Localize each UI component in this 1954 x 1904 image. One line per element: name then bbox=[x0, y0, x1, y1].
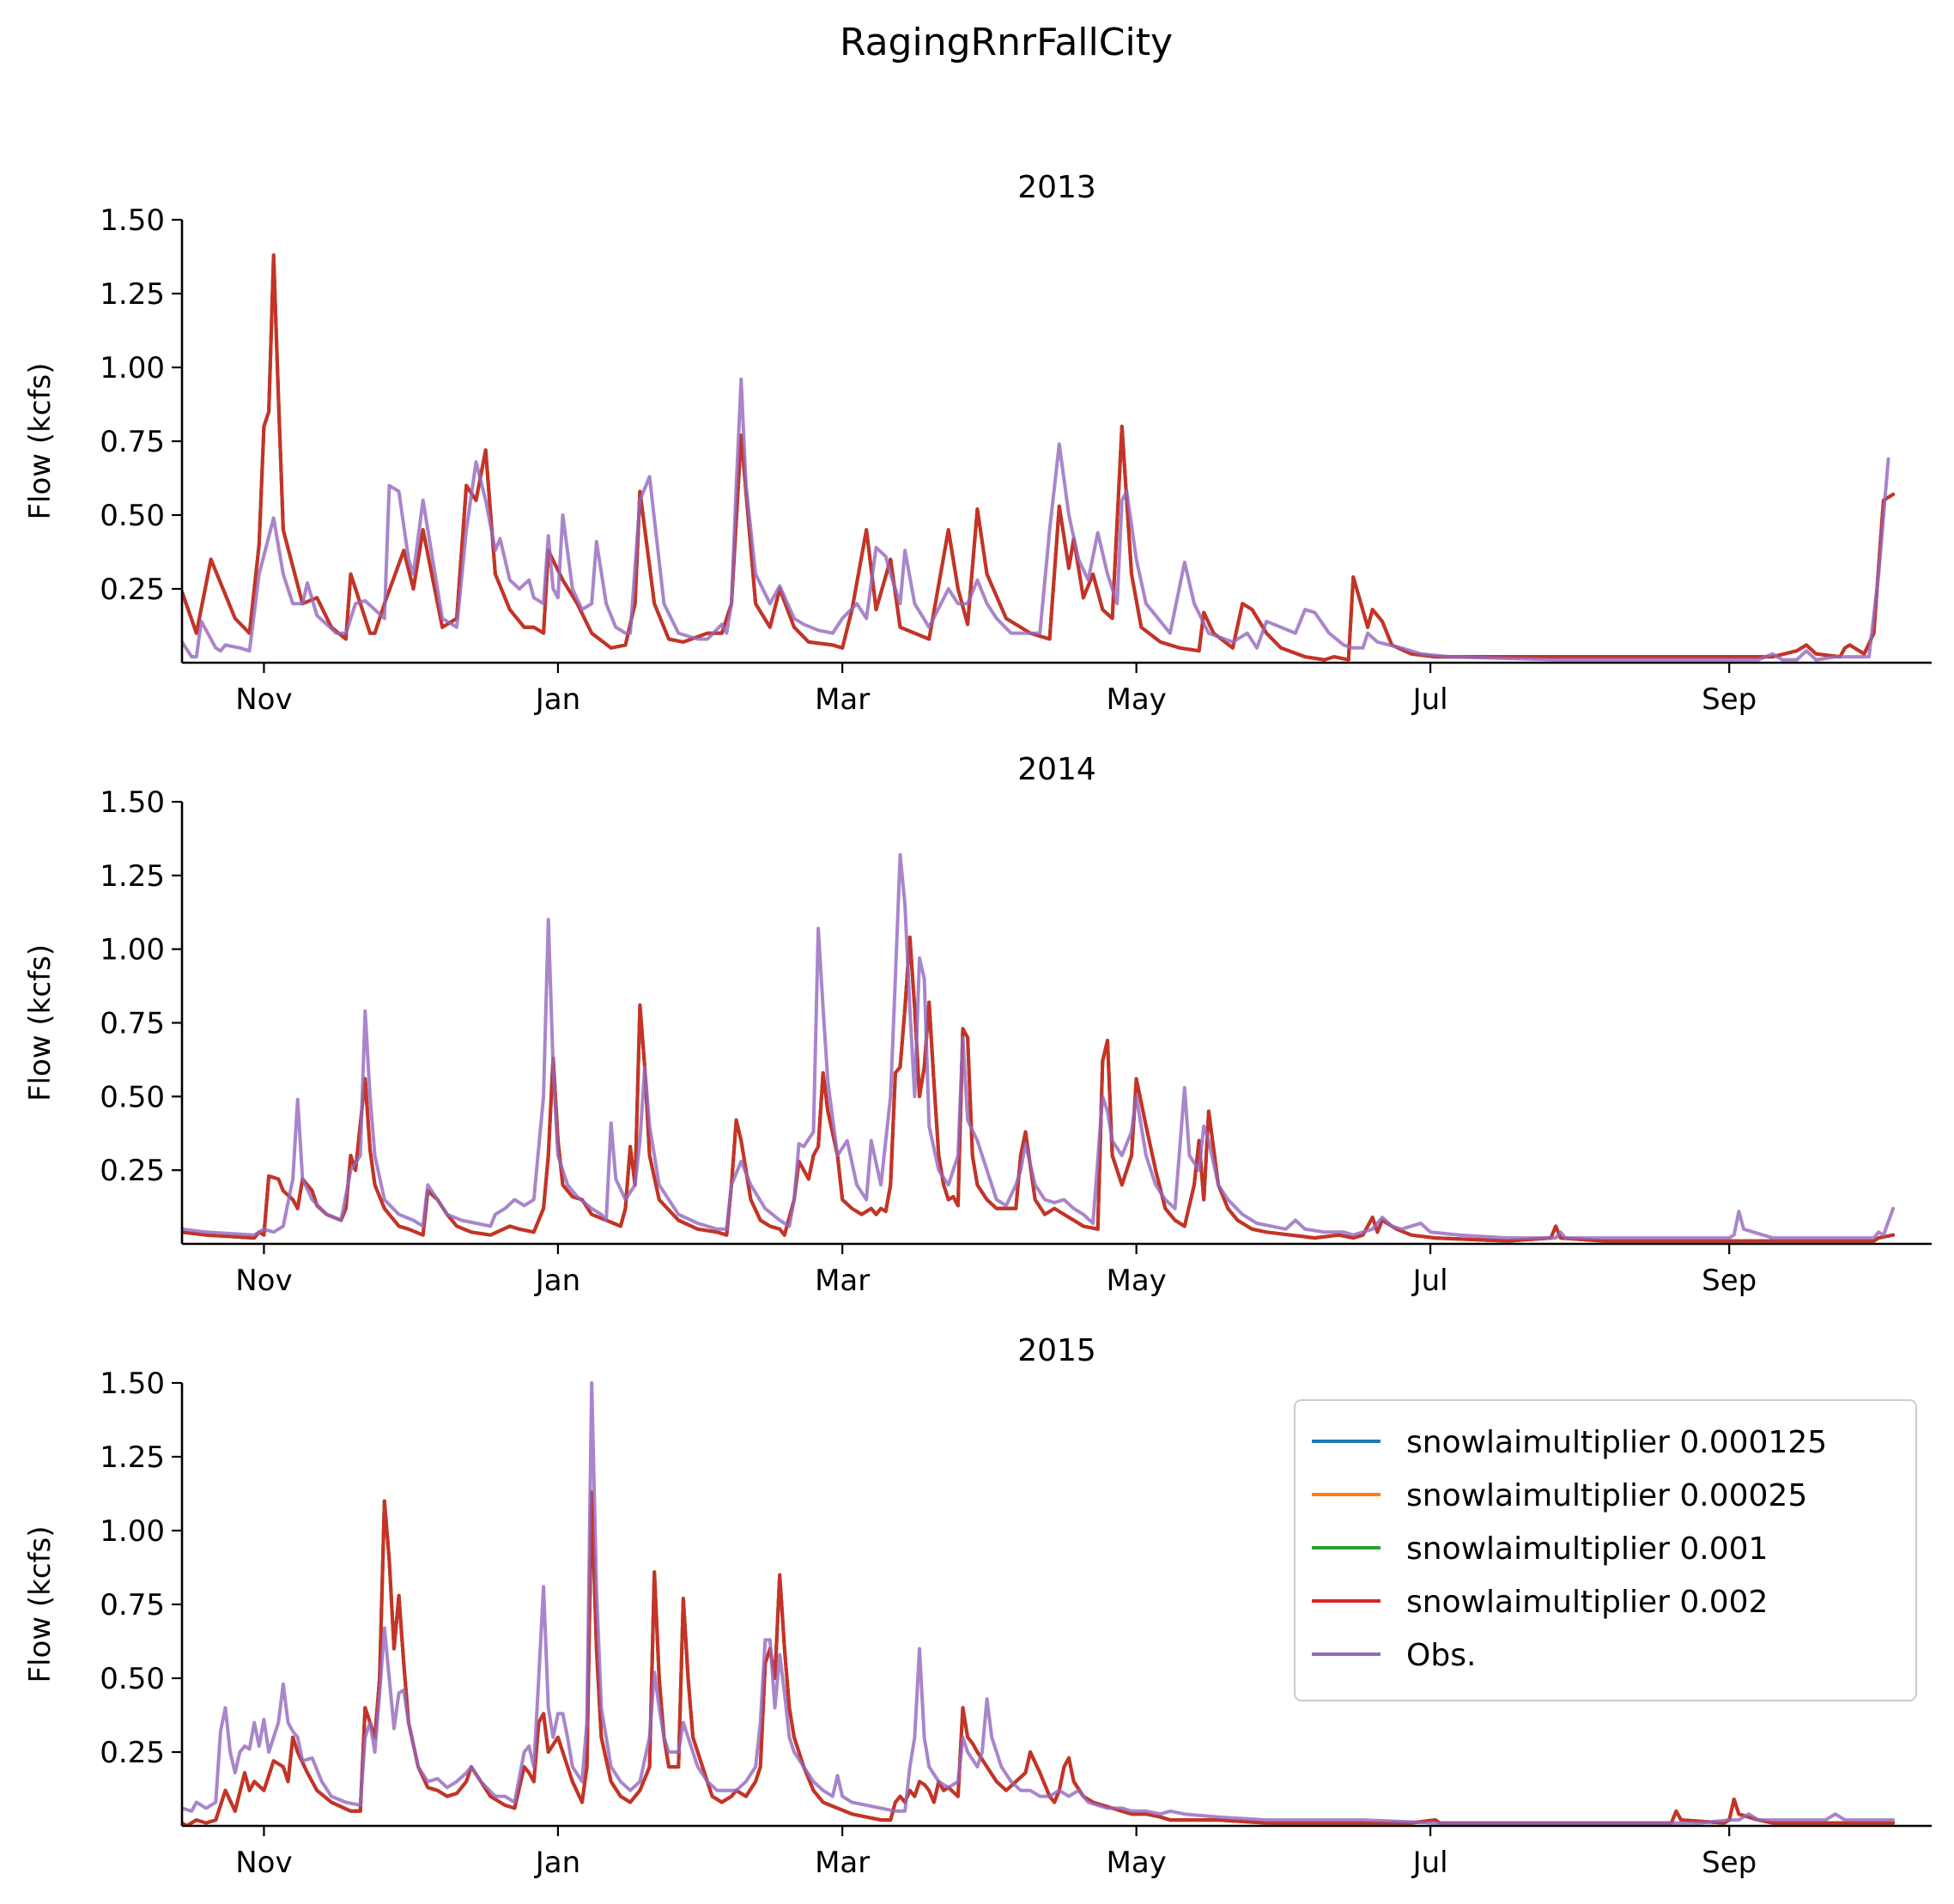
x-tick-label: Sep bbox=[1702, 1846, 1757, 1880]
series-line-snowlaimultiplier-0-001 bbox=[182, 935, 1896, 1243]
subplot-title: 2015 bbox=[1017, 1333, 1096, 1368]
legend-label: snowlaimultiplier 0.00025 bbox=[1406, 1478, 1807, 1513]
legend-label: Obs. bbox=[1406, 1638, 1476, 1673]
y-tick-label: 1.00 bbox=[100, 933, 165, 967]
legend-entry: snowlaimultiplier 0.000125 bbox=[1312, 1425, 1827, 1460]
x-tick-label: May bbox=[1106, 682, 1166, 717]
x-tick-label: Nov bbox=[235, 682, 292, 717]
y-axis-label: Flow (kcfs) bbox=[23, 944, 58, 1101]
x-tick-label: Nov bbox=[235, 1264, 292, 1298]
x-tick-label: Jul bbox=[1411, 682, 1448, 717]
legend-entry: Obs. bbox=[1312, 1638, 1476, 1673]
series-line-snowlaimultiplier-0-00025 bbox=[182, 935, 1896, 1243]
x-tick-label: Jan bbox=[534, 1264, 580, 1298]
y-tick-label: 0.25 bbox=[100, 573, 165, 607]
figure-title: RagingRnrFallCity bbox=[840, 21, 1173, 64]
y-tick-label: 0.50 bbox=[100, 1662, 165, 1696]
y-axis-label: Flow (kcfs) bbox=[23, 1525, 58, 1683]
legend: snowlaimultiplier 0.000125 snowlaimultipl… bbox=[1294, 1399, 1917, 1701]
y-tick-label: 1.25 bbox=[100, 1440, 165, 1475]
y-tick-label: 1.50 bbox=[100, 1367, 165, 1401]
subplot-2014: 2014 Flow (kcfs) 0.25 0.50 0.75 1.00 1.25 1.50 N… bbox=[23, 752, 1932, 1298]
y-tick-label: 1.25 bbox=[100, 277, 165, 312]
series-line-snowlaimultiplier-0-002 bbox=[182, 935, 1896, 1243]
x-tick-label: Jan bbox=[534, 1846, 580, 1880]
y-tick-label: 0.75 bbox=[100, 1588, 165, 1622]
y-tick-label: 0.50 bbox=[100, 1080, 165, 1114]
subplot-2013: 2013 Flow (kcfs) 0.25 0.50 0.75 1.00 1.25 1.50 N… bbox=[23, 170, 1932, 717]
x-tick-label: May bbox=[1106, 1264, 1166, 1298]
legend-entry: snowlaimultiplier 0.002 bbox=[1312, 1585, 1768, 1620]
legend-label: snowlaimultiplier 0.002 bbox=[1406, 1585, 1768, 1620]
subplot-title: 2013 bbox=[1017, 170, 1096, 205]
legend-entry: snowlaimultiplier 0.001 bbox=[1312, 1531, 1768, 1567]
y-tick-label: 1.50 bbox=[100, 203, 165, 238]
legend-entry: snowlaimultiplier 0.00025 bbox=[1312, 1478, 1807, 1513]
y-tick-label: 1.00 bbox=[100, 1514, 165, 1549]
x-tick-label: Mar bbox=[815, 682, 870, 717]
legend-label: snowlaimultiplier 0.001 bbox=[1406, 1531, 1768, 1567]
series-line-snowlaimultiplier-0-002 bbox=[182, 253, 1896, 662]
y-tick-label: 1.25 bbox=[100, 859, 165, 894]
series-group bbox=[182, 253, 1896, 662]
y-tick-label: 0.75 bbox=[100, 425, 165, 459]
y-tick-label: 1.50 bbox=[100, 785, 165, 820]
subplot-title: 2014 bbox=[1017, 752, 1096, 787]
y-tick-label: 0.25 bbox=[100, 1154, 165, 1188]
series-group bbox=[182, 1381, 1896, 1826]
series-line-obs- bbox=[182, 377, 1890, 662]
x-tick-label: Mar bbox=[815, 1264, 870, 1298]
x-tick-label: Nov bbox=[235, 1846, 292, 1880]
series-group bbox=[182, 852, 1896, 1243]
x-tick-label: Mar bbox=[815, 1846, 870, 1880]
x-tick-label: Sep bbox=[1702, 682, 1757, 717]
x-tick-label: Sep bbox=[1702, 1264, 1757, 1298]
subplot-2015: 2015 Flow (kcfs) 0.25 0.50 0.75 1.00 1.25 1.50 N… bbox=[23, 1333, 1932, 1880]
y-tick-label: 0.25 bbox=[100, 1736, 165, 1770]
y-tick-label: 0.50 bbox=[100, 499, 165, 533]
x-tick-label: Jul bbox=[1411, 1846, 1448, 1880]
x-tick-label: May bbox=[1106, 1846, 1166, 1880]
y-axis-label: Flow (kcfs) bbox=[23, 362, 58, 519]
y-tick-label: 0.75 bbox=[100, 1007, 165, 1041]
legend-label: snowlaimultiplier 0.000125 bbox=[1406, 1425, 1827, 1460]
x-tick-label: Jul bbox=[1411, 1264, 1448, 1298]
series-line-obs- bbox=[182, 852, 1896, 1240]
series-line-obs- bbox=[182, 1381, 1896, 1825]
x-tick-label: Jan bbox=[534, 682, 580, 717]
series-line-snowlaimultiplier-0-000125 bbox=[182, 935, 1896, 1243]
y-tick-label: 1.00 bbox=[100, 351, 165, 385]
legend-frame bbox=[1294, 1399, 1917, 1701]
